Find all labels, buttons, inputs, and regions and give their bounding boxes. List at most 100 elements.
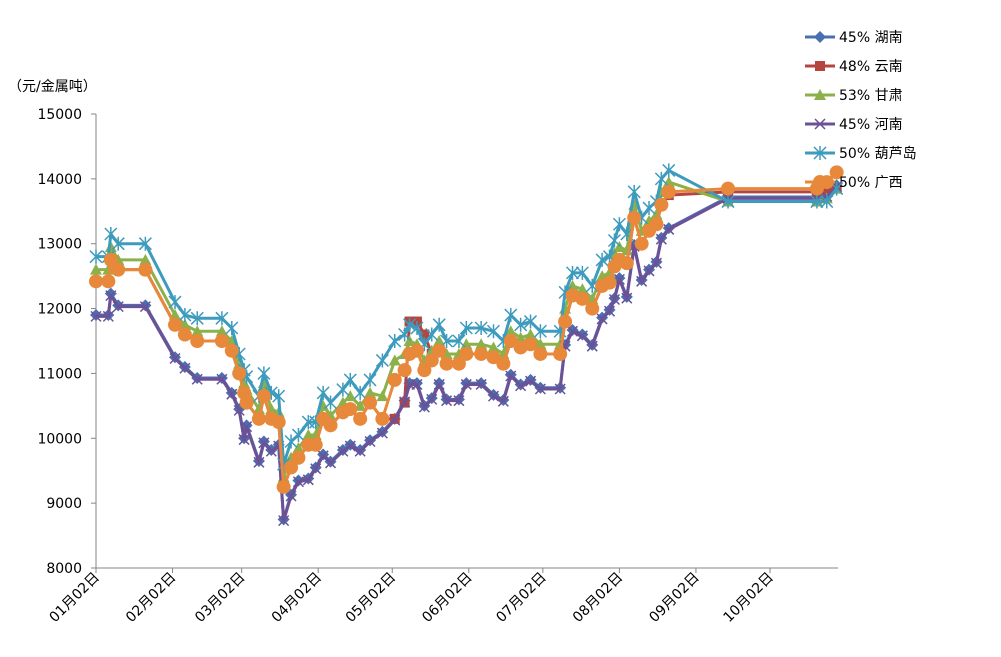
data-point-3 bbox=[376, 427, 388, 439]
data-point-2 bbox=[524, 328, 537, 340]
data-point-2 bbox=[504, 325, 517, 337]
legend-item: 45% 河南 bbox=[805, 109, 917, 138]
data-point-5 bbox=[721, 181, 736, 196]
legend-item: 50% 葫芦岛 bbox=[805, 138, 917, 167]
data-point-3 bbox=[650, 257, 662, 269]
legend-marker bbox=[814, 88, 826, 100]
data-point-4 bbox=[190, 311, 204, 326]
data-point-3 bbox=[515, 380, 527, 392]
data-point-4 bbox=[452, 334, 466, 348]
data-point-4 bbox=[474, 321, 488, 336]
data-point-2 bbox=[388, 354, 401, 366]
data-point-5 bbox=[276, 479, 291, 494]
data-point-2 bbox=[90, 263, 102, 275]
x-tick-label: 07月02日 bbox=[493, 570, 549, 626]
data-point-3 bbox=[238, 434, 250, 446]
data-point-3 bbox=[566, 325, 579, 337]
data-point-4 bbox=[627, 184, 641, 199]
x-tick-label: 08月02日 bbox=[570, 570, 626, 626]
data-point-2 bbox=[139, 253, 152, 265]
data-point-5 bbox=[190, 334, 205, 348]
data-point-2 bbox=[433, 335, 446, 346]
data-point-3 bbox=[586, 340, 598, 352]
data-point-4 bbox=[324, 395, 338, 410]
data-point-3 bbox=[90, 310, 102, 322]
data-point-4 bbox=[316, 385, 330, 400]
legend-item: 50% 广西 bbox=[805, 167, 917, 196]
data-point-4 bbox=[375, 353, 389, 368]
data-point-2 bbox=[460, 338, 473, 350]
data-point-2 bbox=[662, 176, 675, 188]
data-point-4 bbox=[514, 317, 528, 332]
data-point-4 bbox=[575, 265, 589, 280]
data-point-3 bbox=[226, 388, 238, 400]
data-point-4 bbox=[721, 194, 735, 209]
data-point-3 bbox=[265, 445, 277, 457]
x-tick-label: 02月02日 bbox=[123, 570, 179, 626]
data-point-5 bbox=[627, 210, 642, 225]
data-point-3 bbox=[636, 275, 648, 287]
data-point-5 bbox=[308, 437, 323, 452]
data-point-3 bbox=[310, 463, 322, 475]
legend-triangle-icon bbox=[805, 88, 835, 100]
data-point-4 bbox=[425, 327, 439, 342]
data-point-3 bbox=[302, 474, 314, 486]
data-point-4 bbox=[388, 334, 402, 348]
y-tick-label: 11000 bbox=[37, 366, 82, 382]
data-point-2 bbox=[292, 442, 305, 454]
legend-item: 45% 湖南 bbox=[805, 22, 917, 51]
data-point-3 bbox=[102, 310, 114, 322]
data-point-3 bbox=[364, 435, 376, 448]
data-point-3 bbox=[399, 396, 411, 408]
data-point-2 bbox=[191, 325, 204, 337]
y-tick-label: 14000 bbox=[37, 172, 82, 188]
x-tick-label: 01月02日 bbox=[47, 570, 103, 626]
legend-label: 48% 云南 bbox=[839, 58, 903, 75]
data-point-5 bbox=[284, 460, 299, 475]
data-point-5 bbox=[138, 262, 153, 277]
x-tick-label: 05月02日 bbox=[343, 570, 399, 626]
data-point-3 bbox=[325, 457, 337, 469]
data-point-2 bbox=[344, 390, 357, 402]
data-point-5 bbox=[432, 343, 447, 358]
y-tick-label: 10000 bbox=[37, 431, 82, 447]
x-tick-label: 06月02日 bbox=[419, 570, 475, 626]
data-point-3 bbox=[608, 293, 620, 306]
data-point-2 bbox=[487, 341, 500, 353]
data-point-3 bbox=[216, 373, 228, 385]
data-point-1 bbox=[821, 186, 832, 197]
data-point-0 bbox=[104, 287, 117, 300]
data-point-3 bbox=[603, 305, 616, 317]
data-point-3 bbox=[389, 414, 401, 426]
data-point-5 bbox=[523, 337, 538, 352]
data-point-4 bbox=[410, 321, 424, 336]
legend-marker bbox=[813, 145, 827, 160]
data-point-5 bbox=[101, 274, 116, 289]
data-point-3 bbox=[191, 373, 203, 385]
data-point-3 bbox=[534, 383, 546, 395]
data-point-4 bbox=[168, 295, 182, 310]
legend-item: 48% 云南 bbox=[805, 51, 917, 80]
legend-circle-icon bbox=[805, 174, 835, 189]
data-point-5 bbox=[634, 236, 649, 251]
data-point-3 bbox=[441, 395, 453, 407]
data-point-5 bbox=[503, 334, 518, 348]
data-point-5 bbox=[459, 346, 474, 361]
legend-label: 53% 甘肃 bbox=[839, 87, 903, 104]
data-point-4 bbox=[111, 236, 125, 251]
data-point-2 bbox=[178, 318, 191, 330]
y-tick-label: 15000 bbox=[37, 107, 82, 123]
data-point-4 bbox=[336, 382, 350, 397]
data-point-2 bbox=[534, 338, 547, 350]
legend-marker bbox=[813, 174, 827, 189]
data-point-3 bbox=[453, 395, 465, 407]
data-point-5 bbox=[558, 314, 573, 329]
data-point-4 bbox=[363, 372, 377, 387]
data-point-4 bbox=[257, 366, 271, 381]
data-point-3 bbox=[411, 378, 423, 390]
x-tick-label: 04月02日 bbox=[269, 570, 325, 626]
legend-label: 50% 葫芦岛 bbox=[839, 145, 917, 162]
data-point-5 bbox=[291, 450, 306, 465]
data-point-5 bbox=[474, 346, 489, 361]
